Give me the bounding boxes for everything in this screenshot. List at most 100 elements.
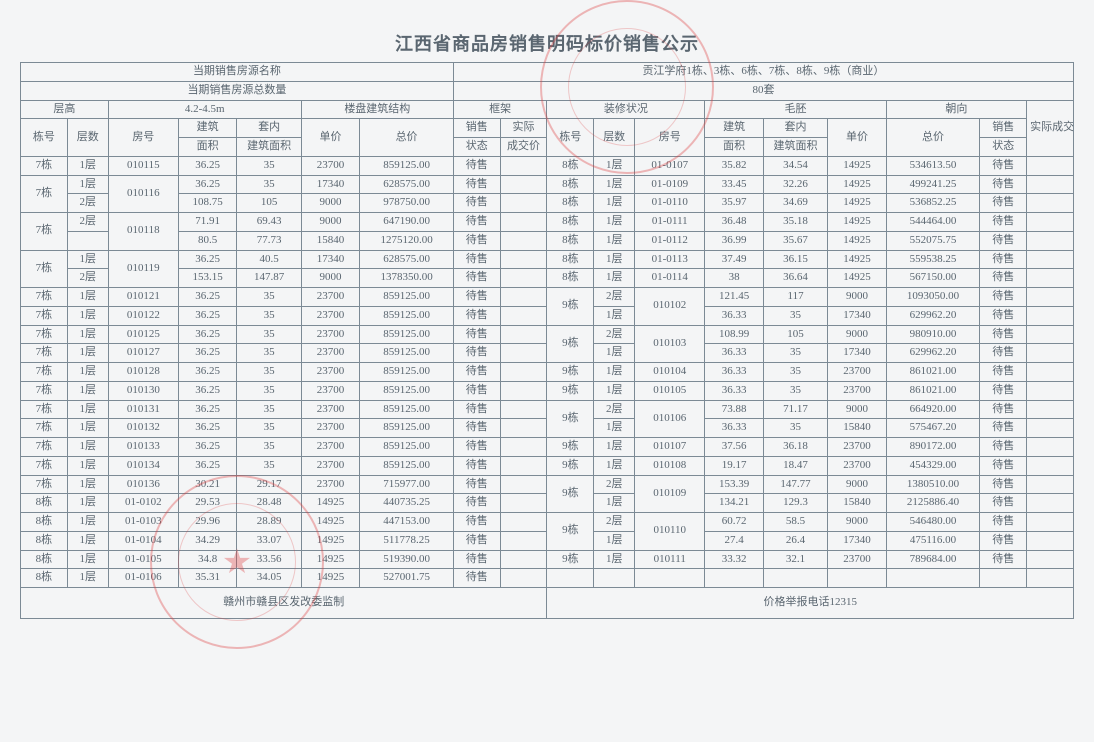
cell-n: 34.54	[763, 156, 827, 175]
cell-p: 23700	[301, 306, 360, 325]
cell-d	[1027, 194, 1074, 213]
cell-d	[1027, 456, 1074, 475]
cell-room: 010128	[108, 363, 178, 382]
cell-t: 861021.00	[886, 381, 980, 400]
cell-n: 105	[237, 194, 301, 213]
footer-right: 价格举报电话12315	[547, 588, 1074, 619]
cell-d	[1027, 550, 1074, 569]
cell-bldg: 8栋	[547, 194, 594, 213]
cell-a: 36.25	[178, 381, 237, 400]
cell-n: 105	[763, 325, 827, 344]
cell-t: 1093050.00	[886, 288, 980, 307]
cell-d	[1027, 306, 1074, 325]
cell-s: 待售	[980, 494, 1027, 513]
cell-d	[1027, 419, 1074, 438]
cell-p: 14925	[828, 175, 887, 194]
col-narea-l1: 套内	[237, 119, 301, 138]
cell-room: 010116	[108, 175, 178, 213]
cell-t: 629962.20	[886, 344, 980, 363]
table-row: 8栋1层01-010329.9628.8914925447153.00待售9栋2…	[21, 513, 1074, 532]
cell-n: 28.48	[237, 494, 301, 513]
cell-bldg: 7栋	[21, 363, 68, 382]
cell-p: 9000	[301, 194, 360, 213]
table-row: 2层153.15147.8790001378350.00待售8栋1层01-011…	[21, 269, 1074, 288]
cell-a: 33.45	[705, 175, 764, 194]
cell-a: 36.25	[178, 175, 237, 194]
cell-room: 010115	[108, 156, 178, 175]
cell-room: 010118	[108, 213, 178, 251]
cell-a	[705, 569, 764, 588]
cell-p: 17340	[828, 344, 887, 363]
cell-a: 36.25	[178, 344, 237, 363]
cell-a: 134.21	[705, 494, 764, 513]
cell-t: 859125.00	[360, 400, 454, 419]
cell-p: 15840	[828, 419, 887, 438]
cell-d	[500, 325, 547, 344]
cell-a: 33.32	[705, 550, 764, 569]
cell-t: 629962.20	[886, 306, 980, 325]
cell-d	[500, 475, 547, 494]
cell-p: 9000	[301, 269, 360, 288]
cell-floor: 1层	[67, 381, 108, 400]
table-row: 7栋1层01011636.253517340628575.00待售8栋1层01-…	[21, 175, 1074, 194]
table-row: 8栋1层01-010635.3134.0514925527001.75待售	[21, 569, 1074, 588]
cell-floor: 1层	[594, 175, 635, 194]
cell-a: 34.8	[178, 550, 237, 569]
cell-s: 待售	[453, 381, 500, 400]
page-title: 江西省商品房销售明码标价销售公示	[20, 30, 1074, 56]
cell-floor: 1层	[67, 344, 108, 363]
cell-t: 861021.00	[886, 363, 980, 382]
cell-t: 647190.00	[360, 213, 454, 232]
cell-t: 536852.25	[886, 194, 980, 213]
cell-floor: 1层	[67, 456, 108, 475]
cell-room: 010131	[108, 400, 178, 419]
cell-d	[1027, 325, 1074, 344]
col-floor-r: 层数	[594, 119, 635, 157]
cell-t: 499241.25	[886, 175, 980, 194]
cell-d	[1027, 438, 1074, 457]
cell-s: 待售	[453, 438, 500, 457]
cell-t: 1380510.00	[886, 475, 980, 494]
col-status-r1: 销售	[980, 119, 1027, 138]
cell-a: 73.88	[705, 400, 764, 419]
cell-s: 待售	[453, 513, 500, 532]
cell-a: 36.25	[178, 456, 237, 475]
cell-a: 36.33	[705, 419, 764, 438]
cell-s: 待售	[453, 175, 500, 194]
cell-a: 35.31	[178, 569, 237, 588]
table-row: 2层108.751059000978750.00待售8栋1层01-011035.…	[21, 194, 1074, 213]
cell-bldg: 9栋	[547, 550, 594, 569]
cell-room: 01-0106	[108, 569, 178, 588]
cell-s: 待售	[980, 475, 1027, 494]
cell-bldg: 7栋	[21, 175, 68, 213]
cell-p: 14925	[828, 156, 887, 175]
cell-s: 待售	[980, 400, 1027, 419]
cell-t: 859125.00	[360, 306, 454, 325]
cell-s: 待售	[453, 550, 500, 569]
cell-n: 35	[237, 325, 301, 344]
table-row: 7栋1层01013630.2129.1723700715977.00待售9栋2层…	[21, 475, 1074, 494]
cell-a: 36.25	[178, 156, 237, 175]
cell-a: 36.33	[705, 344, 764, 363]
cell-floor: 1层	[594, 531, 635, 550]
cell-n: 32.1	[763, 550, 827, 569]
cell-floor: 1层	[67, 250, 108, 269]
hdr-total-lbl: 当期销售房源总数量	[21, 81, 454, 100]
cell-s: 待售	[453, 419, 500, 438]
cell-n: 35	[237, 419, 301, 438]
cell-t: 628575.00	[360, 250, 454, 269]
cell-bldg: 7栋	[21, 325, 68, 344]
cell-n: 35	[237, 400, 301, 419]
cell-t: 628575.00	[360, 175, 454, 194]
cell-bldg: 7栋	[21, 438, 68, 457]
cell-bldg: 9栋	[547, 475, 594, 513]
cell-p: 23700	[301, 438, 360, 457]
cell-floor: 2层	[594, 400, 635, 419]
cell-room: 01-0112	[635, 231, 705, 250]
cell-floor: 2层	[594, 288, 635, 307]
cell-room: 010125	[108, 325, 178, 344]
cell-n: 35	[763, 419, 827, 438]
cell-s: 待售	[980, 344, 1027, 363]
cell-bldg: 9栋	[547, 325, 594, 363]
cell-n: 35	[763, 344, 827, 363]
